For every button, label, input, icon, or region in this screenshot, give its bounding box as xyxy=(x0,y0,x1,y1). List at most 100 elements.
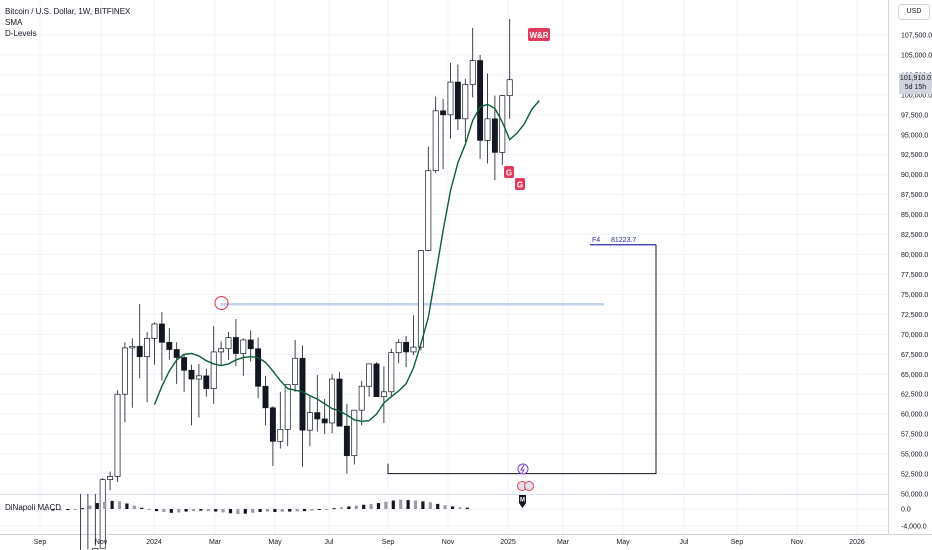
candle-body xyxy=(232,337,239,354)
candle-body xyxy=(277,428,284,442)
macd-bar xyxy=(310,509,314,511)
macd-bar xyxy=(280,509,284,512)
chart-markers: W&R GG M xyxy=(504,28,550,508)
candle-body xyxy=(343,425,350,457)
macd-marker-label: M xyxy=(520,498,525,504)
time-axis[interactable]: Sep Nov 2024 Mar May Jul Sep Nov 2025 Mar May Jul Se… xyxy=(34,539,865,546)
macd-bar xyxy=(214,509,218,512)
price-tick-label: 67,500.0 xyxy=(901,352,928,359)
price-tick-label: 60,000.0 xyxy=(901,412,928,419)
chart-legend: Bitcoin / U.S. Dollar, 1W, BITFINEX SMA … xyxy=(5,6,130,39)
macd-indicator-label[interactable]: DiNapoli MACD xyxy=(5,503,62,512)
macd-bar xyxy=(236,509,240,515)
price-tick-label: 85,000.0 xyxy=(901,212,928,219)
price-tick-label: 92,500.0 xyxy=(901,152,928,159)
macd-bar xyxy=(191,509,196,512)
candle-body xyxy=(484,118,491,141)
time-tick-label: 2025 xyxy=(500,539,516,546)
candle-body xyxy=(284,384,291,430)
price-tick-label: 62,500.0 xyxy=(901,392,928,399)
macd-marker-bg xyxy=(519,495,526,503)
candle-body xyxy=(218,348,225,353)
currency-button[interactable]: USD xyxy=(898,4,930,20)
candle-body xyxy=(366,363,373,387)
macd-bar xyxy=(450,506,455,509)
candle-body xyxy=(166,341,173,350)
candle-body xyxy=(292,357,299,385)
price-tick-label: 95,000.0 xyxy=(901,132,928,139)
candlestick-series xyxy=(80,19,513,550)
resistance-level-line xyxy=(220,303,604,306)
price-tick-label: 82,500.0 xyxy=(901,232,928,239)
candle-body xyxy=(247,339,254,350)
time-tick-label: May xyxy=(268,539,282,546)
price-tick-label: 80,000.0 xyxy=(901,252,928,259)
price-tick-label: 75,000.0 xyxy=(901,292,928,299)
time-tick-label: Mar xyxy=(557,539,570,546)
sma-indicator-label[interactable]: SMA xyxy=(5,18,23,27)
time-tick-label: Nov xyxy=(791,539,804,546)
candle-body xyxy=(269,407,276,442)
candle-body xyxy=(195,375,202,380)
candle-body xyxy=(99,479,106,549)
candle-body xyxy=(129,345,136,349)
candle-body xyxy=(358,385,365,411)
macd-bar xyxy=(443,505,447,509)
macd-bar xyxy=(110,500,114,509)
candle-body xyxy=(469,60,476,85)
price-tick-label: 55,000.0 xyxy=(901,452,928,459)
candle-body xyxy=(506,79,513,97)
bar-countdown: 5d 15h xyxy=(904,84,927,91)
price-axis[interactable]: 107,500.0105,000.0102,500.0100,000.097,5… xyxy=(901,33,932,531)
g-marker-bg xyxy=(515,178,525,190)
symbol-title[interactable]: Bitcoin / U.S. Dollar, 1W, BITFINEX xyxy=(5,7,131,16)
macd-bar xyxy=(384,501,388,509)
g-marker-label: G xyxy=(506,169,512,178)
candle-body xyxy=(447,81,454,116)
time-tick-label: Sep xyxy=(34,539,47,546)
candle-body xyxy=(255,348,262,387)
macd-tick-label: -4,000.0 xyxy=(901,524,927,531)
price-tick-label: 72,500.0 xyxy=(901,312,928,319)
candle-body xyxy=(181,357,188,371)
candle-body xyxy=(314,412,321,420)
candle-body xyxy=(107,476,114,480)
candle-body xyxy=(262,385,269,409)
macd-bar xyxy=(73,509,77,510)
macd-bar xyxy=(347,506,351,509)
candle-body xyxy=(210,351,217,389)
macd-bar xyxy=(258,509,262,512)
time-tick-label: Jul xyxy=(680,539,689,546)
candle-body xyxy=(351,409,358,457)
time-tick-label: Jul xyxy=(325,539,334,546)
macd-bar xyxy=(369,503,373,509)
macd-bar xyxy=(132,505,136,509)
horizontal-levels xyxy=(214,295,604,311)
us-flag-icon xyxy=(524,481,534,491)
macd-bar xyxy=(465,507,469,509)
fib-label: F4 xyxy=(592,237,600,244)
dlevels-indicator-label[interactable]: D-Levels xyxy=(5,29,37,38)
wr-marker-label: W&R xyxy=(529,31,548,40)
candle-body xyxy=(432,110,439,172)
macd-bar xyxy=(95,503,99,509)
macd-bar xyxy=(154,509,159,512)
candle-body xyxy=(92,547,99,550)
macd-bar xyxy=(199,509,203,511)
price-tick-label: 52,500.0 xyxy=(901,472,928,479)
candle-body xyxy=(151,323,158,339)
price-tick-label: 65,000.0 xyxy=(901,372,928,379)
candle-body xyxy=(425,170,432,251)
macd-bar xyxy=(273,509,277,512)
g-marker-label: G xyxy=(517,181,523,190)
macd-bar xyxy=(436,503,440,509)
macd-bar xyxy=(288,509,292,512)
price-tick-label: 87,500.0 xyxy=(901,192,928,199)
macd-bar xyxy=(66,509,70,511)
macd-bar xyxy=(80,508,85,510)
time-tick-label: 2026 xyxy=(849,539,865,546)
candle-body xyxy=(114,393,121,477)
macd-bar xyxy=(251,509,255,513)
candle-body xyxy=(306,412,313,431)
